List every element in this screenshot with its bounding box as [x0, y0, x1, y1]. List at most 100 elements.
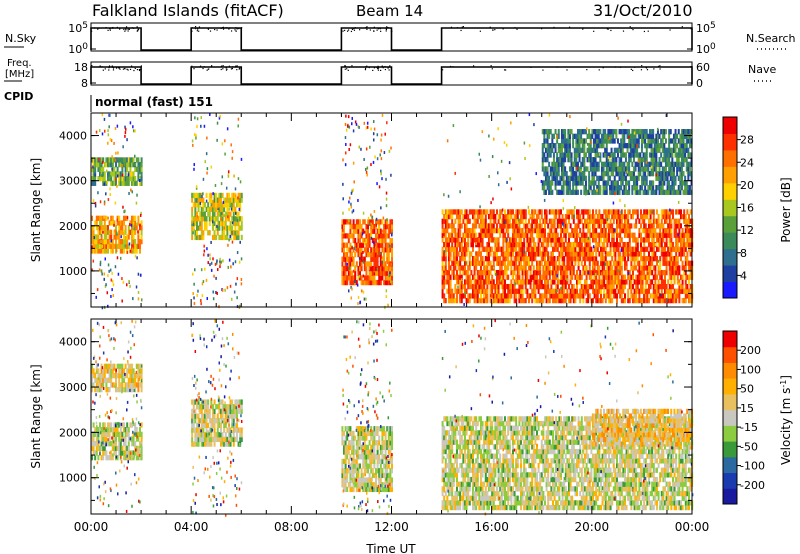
nsky-panel-dot [460, 29, 462, 32]
data-cell [349, 242, 352, 248]
data-cell [667, 279, 670, 285]
data-cell [631, 138, 634, 144]
data-cell [655, 166, 658, 172]
data-cell [131, 239, 133, 245]
data-cell [468, 227, 471, 234]
data-cell [121, 220, 124, 226]
data-cell [208, 206, 211, 213]
data-cell [646, 297, 649, 304]
data-cell [551, 279, 554, 285]
data-cell [585, 283, 588, 290]
data-cell [526, 293, 529, 299]
data-cell [662, 237, 665, 243]
data-cell [508, 288, 511, 294]
data-cell [534, 288, 537, 294]
data-cell [463, 260, 466, 266]
freq-panel-dot [345, 66, 347, 68]
data-cell [495, 260, 498, 266]
data-cell [494, 251, 497, 257]
data-cell [349, 279, 352, 286]
data-cell [551, 189, 554, 195]
data-cell [542, 297, 545, 304]
data-cell [202, 230, 205, 236]
data-cell [548, 175, 551, 181]
data-cell [465, 227, 468, 234]
freq-panel-dot [351, 65, 353, 67]
data-cell [656, 143, 659, 149]
data-cell [229, 220, 232, 227]
data-cell [580, 175, 583, 181]
data-cell [513, 269, 516, 276]
data-speck [137, 297, 140, 301]
data-cell [518, 232, 521, 238]
data-speck [104, 257, 107, 261]
data-cell [679, 175, 682, 181]
data-cell [683, 209, 686, 215]
data-cell [118, 220, 121, 226]
data-cell [668, 251, 671, 257]
data-cell [551, 171, 554, 177]
data-speck [216, 138, 218, 142]
data-cell [534, 297, 537, 304]
data-cell [669, 171, 672, 177]
data-cell [386, 251, 389, 258]
data-cell [539, 232, 542, 238]
data-speck [389, 231, 391, 235]
data-cell [603, 269, 606, 276]
data-speck [370, 213, 372, 217]
data-cell [455, 269, 458, 276]
data-speck [101, 306, 104, 310]
data-cell [499, 269, 502, 276]
data-cell [552, 171, 555, 177]
data-speck [221, 193, 224, 197]
data-cell [545, 218, 548, 224]
data-cell [620, 288, 623, 294]
data-cell [639, 279, 642, 285]
data-cell [556, 293, 559, 299]
data-cell [667, 213, 670, 220]
data-cell [619, 283, 622, 290]
data-speck [109, 193, 112, 197]
data-cell [607, 209, 610, 215]
data-cell [686, 227, 689, 234]
data-cell [507, 227, 510, 234]
data-cell [489, 218, 492, 224]
data-cell [655, 157, 658, 163]
data-speck [111, 155, 113, 159]
data-cell [665, 209, 668, 215]
data-cell [579, 246, 582, 252]
data-cell [523, 237, 526, 243]
data-cell [654, 251, 657, 257]
freq-panel-dot [115, 67, 118, 69]
data-cell [529, 255, 532, 262]
data-speck [227, 215, 229, 219]
data-cell [656, 185, 659, 191]
data-cell [572, 227, 575, 234]
data-cell [676, 223, 679, 229]
data-cell [531, 227, 534, 234]
data-cell [550, 227, 553, 234]
data-speck [124, 209, 126, 213]
data-cell [462, 232, 465, 238]
data-cell [578, 138, 581, 144]
data-cell [622, 279, 625, 285]
data-speck [111, 167, 113, 171]
data-cell [682, 129, 685, 135]
data-cell [465, 251, 468, 257]
data-cell [449, 293, 452, 299]
data-cell [650, 129, 653, 135]
data-cell [232, 202, 235, 208]
data-cell [471, 227, 474, 234]
data-cell [670, 283, 673, 290]
data-cell [679, 147, 682, 153]
data-cell [654, 232, 657, 238]
data-cell [386, 233, 389, 239]
data-cell [652, 171, 655, 177]
data-cell [526, 227, 529, 234]
data-cell [662, 246, 665, 252]
data-cell [347, 265, 350, 272]
data-cell [684, 213, 687, 220]
data-cell [575, 227, 578, 234]
data-cell [571, 209, 574, 215]
data-cell [543, 129, 546, 135]
